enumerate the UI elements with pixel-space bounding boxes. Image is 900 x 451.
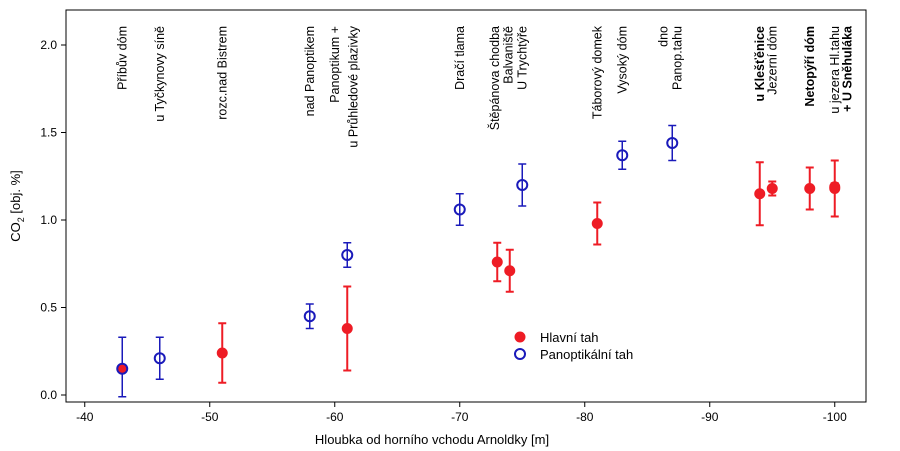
point-hlavni: [491, 256, 503, 268]
y-axis: 0.0 0.5 1.0 1.5 2.0: [40, 38, 66, 402]
annotation-label: dno: [657, 26, 671, 47]
point-hlavni: [504, 265, 516, 277]
annotation-label: Dračí tlama: [453, 26, 467, 90]
annotation-label: nad Panoptikem: [303, 26, 317, 116]
x-tick-label: -40: [76, 410, 94, 424]
point-hlavni: [754, 188, 766, 200]
legend-label: Panoptikální tah: [540, 347, 633, 362]
annotation-label: Jezerní dóm: [765, 26, 779, 95]
plot-frame: [65, 9, 867, 403]
annotation-label: Panoptikum +: [328, 26, 342, 103]
annotation-label: U Trychtýře: [515, 26, 529, 90]
legend: Hlavní tah Panoptikální tah: [514, 330, 633, 362]
location-annotations: Příbův dóm u Tyčkynovy síně rozc.nad Bistr…: [115, 25, 854, 148]
annotation-label: Vysoký dóm: [615, 26, 629, 94]
annotation-label: Balvaniště: [502, 26, 516, 84]
y-tick-label: 1.5: [40, 126, 57, 140]
legend-label: Hlavní tah: [540, 330, 599, 345]
point-panopticky: [341, 249, 354, 261]
annotation-label: Příbův dóm: [115, 26, 129, 90]
x-tick-label: -80: [576, 410, 594, 424]
x-tick-label: -70: [451, 410, 469, 424]
annotation-label: Panop.tahu: [670, 26, 684, 90]
point-hlavni: [591, 218, 603, 229]
point-panopticky: [616, 149, 629, 162]
annotation-label: Táborový domek: [590, 25, 604, 119]
annotation-label: + U Sněhuláka: [840, 25, 854, 112]
x-tick-label: -100: [823, 410, 847, 424]
y-tick-label: 2.0: [40, 38, 57, 52]
annotation-label: u Tyčkynovy síně: [153, 26, 167, 122]
y-axis-label-rest: [obj. %]: [8, 170, 23, 217]
point-panopticky: [153, 352, 166, 365]
point-panopticky: [453, 203, 466, 216]
annotation-label: u Klešťěnice: [753, 26, 767, 102]
y-tick-label: 0.5: [40, 301, 57, 315]
x-tick-label: -60: [326, 410, 344, 424]
y-tick-label: 0.0: [40, 388, 57, 402]
data-marks: [116, 124, 841, 398]
point-hlavni: [804, 183, 816, 194]
point-hlavni: [829, 181, 841, 193]
point-hlavni: [216, 347, 228, 359]
point-panopticky: [303, 310, 316, 323]
annotation-label: Netopýří dóm: [803, 26, 817, 107]
y-axis-label: CO2 [obj. %]: [8, 170, 26, 241]
point-hlavni: [341, 323, 353, 334]
y-axis-label-base: CO: [8, 222, 23, 242]
legend-marker: [514, 348, 526, 360]
y-axis-label-sub: 2: [16, 217, 26, 222]
x-axis: -40 -50 -60 -70 -80 -90 -100: [76, 402, 847, 424]
x-tick-label: -90: [701, 410, 719, 424]
point-hlavni: [766, 183, 778, 194]
x-axis-label: Hloubka od horního vchodu Arnoldky [m]: [315, 432, 549, 447]
annotation-label: rozc.nad Bistrem: [215, 26, 229, 120]
y-tick-label: 1.0: [40, 213, 57, 227]
x-tick-label: -50: [201, 410, 219, 424]
annotation-label: u Průhledové plazivky: [347, 25, 361, 147]
legend-marker: [514, 331, 526, 343]
point-panopticky: [666, 137, 679, 149]
point-panopticky: [516, 179, 529, 191]
annotation-label: u jezera Hl.tahu: [828, 26, 842, 114]
annotation-label: Štěpánova chodba: [487, 26, 502, 130]
point-panopticky: [116, 362, 129, 375]
